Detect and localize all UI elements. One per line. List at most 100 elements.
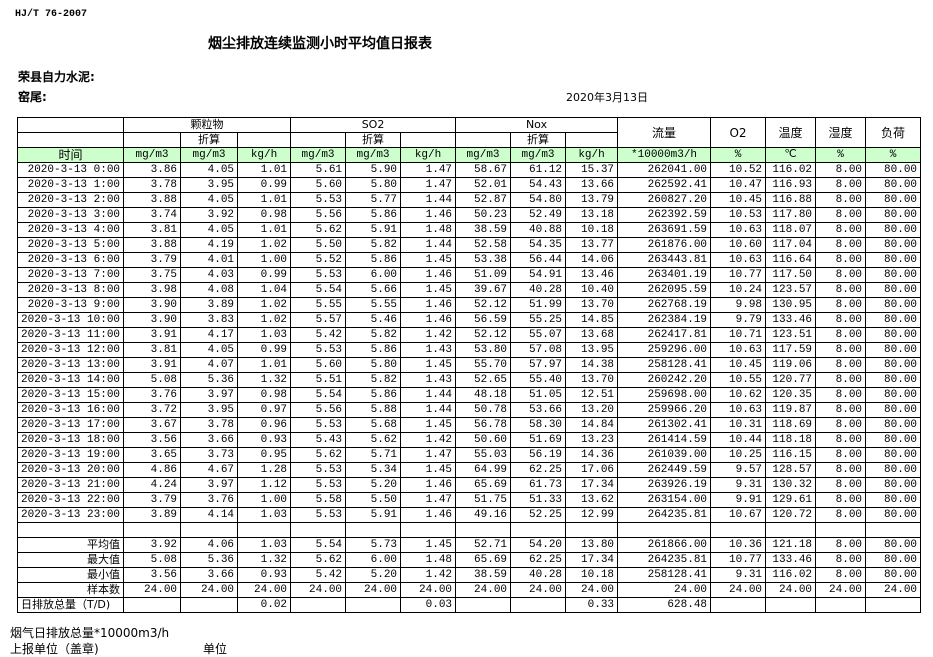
value-cell: 5.08 xyxy=(123,372,182,388)
unit-header: kg/h xyxy=(237,147,292,163)
value-cell: 261876.00 xyxy=(617,237,712,253)
summary-value: 17.34 xyxy=(565,552,619,568)
value-cell: 5.91 xyxy=(345,507,402,523)
value-cell: 116.93 xyxy=(765,177,817,193)
value-cell: 5.53 xyxy=(290,192,347,208)
value-cell: 4.08 xyxy=(180,282,239,298)
value-cell: 0.99 xyxy=(237,267,292,283)
value-cell: 80.00 xyxy=(865,327,922,343)
time-cell: 2020-3-13 8:00 xyxy=(16,282,125,298)
value-cell: 13.70 xyxy=(565,297,619,313)
value-cell: 1.42 xyxy=(400,432,457,448)
time-cell: 2020-3-13 16:00 xyxy=(16,402,125,418)
value-cell: 80.00 xyxy=(865,267,922,283)
value-cell: 80.00 xyxy=(865,387,922,403)
table-row: 2020-3-13 7:00 3.75 4.03 0.99 5.53 6.00 1.46 51… xyxy=(16,267,922,283)
value-cell: 3.73 xyxy=(180,447,239,463)
value-cell: 118.18 xyxy=(765,432,817,448)
time-header: 时间 xyxy=(16,147,125,163)
value-cell: 1.45 xyxy=(400,462,457,478)
summary-value: 1.03 xyxy=(237,537,292,553)
value-cell: 8.00 xyxy=(815,447,867,463)
empty-cell xyxy=(617,522,712,538)
value-cell: 4.01 xyxy=(180,252,239,268)
value-cell: 51.75 xyxy=(455,492,512,508)
value-cell: 3.79 xyxy=(123,252,182,268)
value-cell: 10.47 xyxy=(710,177,767,193)
value-cell: 1.12 xyxy=(237,477,292,493)
value-cell: 80.00 xyxy=(865,162,922,178)
value-cell: 5.61 xyxy=(290,162,347,178)
value-cell: 260827.20 xyxy=(617,192,712,208)
value-cell: 4.17 xyxy=(180,327,239,343)
value-cell: 40.88 xyxy=(510,222,567,238)
value-cell: 10.25 xyxy=(710,447,767,463)
value-cell: 117.04 xyxy=(765,237,817,253)
value-cell: 80.00 xyxy=(865,477,922,493)
table-row: 2020-3-13 9:00 3.90 3.89 1.02 5.55 5.55 1.46 52… xyxy=(16,297,922,313)
summary-value: 1.45 xyxy=(400,537,457,553)
value-cell: 80.00 xyxy=(865,432,922,448)
value-cell: 5.50 xyxy=(290,237,347,253)
value-cell: 258128.41 xyxy=(617,357,712,373)
value-cell: 50.23 xyxy=(455,207,512,223)
value-cell: 0.97 xyxy=(237,402,292,418)
value-cell: 61.12 xyxy=(510,162,567,178)
value-cell: 53.66 xyxy=(510,402,567,418)
value-cell: 53.80 xyxy=(455,342,512,358)
value-cell: 5.36 xyxy=(180,372,239,388)
table-row: 2020-3-13 20:00 4.86 4.67 1.28 5.53 5.34 1.45 6… xyxy=(16,462,922,478)
summary-value xyxy=(765,597,817,613)
time-cell: 2020-3-13 21:00 xyxy=(16,477,125,493)
value-cell: 14.36 xyxy=(565,447,619,463)
summary-value: 3.56 xyxy=(123,567,182,583)
summary-value: 10.77 xyxy=(710,552,767,568)
value-cell: 3.75 xyxy=(123,267,182,283)
value-cell: 3.74 xyxy=(123,207,182,223)
unit-header: kg/h xyxy=(400,147,457,163)
value-cell: 259296.00 xyxy=(617,342,712,358)
empty-header-cell xyxy=(455,132,512,148)
value-cell: 10.63 xyxy=(710,342,767,358)
empty-cell xyxy=(565,522,619,538)
value-cell: 3.79 xyxy=(123,492,182,508)
table-row: 2020-3-13 12:00 3.81 4.05 0.99 5.53 5.86 1.43 5… xyxy=(16,342,922,358)
summary-value: 24.00 xyxy=(123,582,182,598)
value-cell: 5.86 xyxy=(345,342,402,358)
value-cell: 54.80 xyxy=(510,192,567,208)
summary-value: 6.00 xyxy=(345,552,402,568)
value-cell: 8.00 xyxy=(815,162,867,178)
value-cell: 3.65 xyxy=(123,447,182,463)
value-cell: 260242.20 xyxy=(617,372,712,388)
value-cell: 8.00 xyxy=(815,297,867,313)
empty-header-cell xyxy=(237,132,292,148)
value-cell: 48.18 xyxy=(455,387,512,403)
value-cell: 5.42 xyxy=(290,327,347,343)
time-cell: 2020-3-13 11:00 xyxy=(16,327,125,343)
value-cell: 39.67 xyxy=(455,282,512,298)
value-cell: 116.02 xyxy=(765,162,817,178)
time-cell: 2020-3-13 14:00 xyxy=(16,372,125,388)
value-cell: 117.80 xyxy=(765,207,817,223)
value-cell: 5.55 xyxy=(345,297,402,313)
value-cell: 0.99 xyxy=(237,342,292,358)
value-cell: 5.53 xyxy=(290,462,347,478)
value-cell: 3.66 xyxy=(180,432,239,448)
value-cell: 17.06 xyxy=(565,462,619,478)
summary-value: 8.00 xyxy=(815,567,867,583)
value-cell: 1.46 xyxy=(400,267,457,283)
converted-header: 折算 xyxy=(345,132,402,148)
value-cell: 118.07 xyxy=(765,222,817,238)
value-cell: 52.12 xyxy=(455,297,512,313)
value-cell: 5.80 xyxy=(345,357,402,373)
value-cell: 1.03 xyxy=(237,327,292,343)
value-cell: 3.81 xyxy=(123,222,182,238)
value-cell: 5.20 xyxy=(345,477,402,493)
value-cell: 3.89 xyxy=(180,297,239,313)
summary-label: 样本数 xyxy=(16,582,125,598)
value-cell: 10.60 xyxy=(710,237,767,253)
value-cell: 52.65 xyxy=(455,372,512,388)
empty-header-cell xyxy=(290,132,347,148)
value-cell: 80.00 xyxy=(865,492,922,508)
value-cell: 3.88 xyxy=(123,237,182,253)
